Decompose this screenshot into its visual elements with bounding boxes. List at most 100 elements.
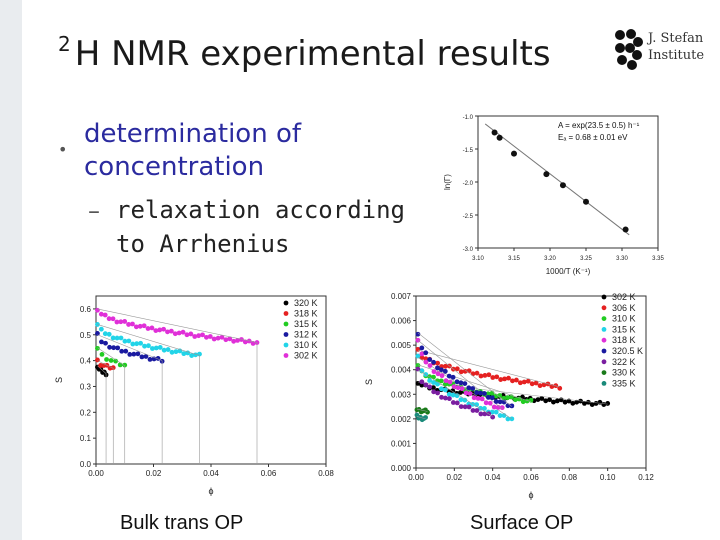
y-tick-label: 0.5	[80, 331, 92, 340]
data-point	[431, 389, 437, 395]
data-point	[188, 331, 194, 337]
data-point	[521, 379, 527, 385]
data-point	[431, 374, 436, 380]
data-point	[454, 400, 460, 406]
data-point	[200, 332, 205, 338]
x-tick-label: 3.20	[544, 256, 556, 262]
data-point	[478, 411, 484, 417]
legend-marker	[601, 381, 607, 386]
data-point	[223, 337, 229, 343]
model-curve	[97, 308, 258, 343]
data-point	[419, 351, 425, 357]
y-tick-label: 0.3	[80, 382, 92, 391]
data-point	[192, 334, 198, 339]
data-point	[493, 409, 499, 415]
data-point	[435, 381, 440, 387]
data-point	[425, 409, 430, 415]
data-point	[478, 373, 484, 379]
x-axis-label: ϕ	[208, 486, 213, 496]
data-point	[123, 348, 129, 354]
data-point	[450, 374, 456, 380]
data-point	[489, 390, 495, 396]
data-point	[118, 319, 124, 325]
arrhenius-chart: 3.10 3.15 3.20 3.25 3.30 3.35 -1.0 -1.5 -2.0 -2.5…	[443, 115, 664, 276]
data-point	[431, 380, 436, 385]
y-tick-label: -2.0	[463, 181, 474, 187]
left-accent-bar	[0, 0, 22, 540]
data-point	[180, 329, 186, 335]
data-point	[520, 399, 526, 405]
data-point	[482, 372, 488, 378]
data-point	[427, 357, 433, 363]
data-point	[427, 384, 433, 390]
data-point	[509, 403, 515, 409]
annotation-prefactor: A = exp(23.5 ± 0.5) h⁻¹	[558, 121, 640, 130]
data-point	[204, 334, 209, 340]
data-point	[459, 386, 465, 392]
x-tick-label: 0.00	[408, 473, 424, 482]
data-point	[491, 129, 498, 136]
data-point	[431, 385, 436, 391]
data-point	[184, 332, 190, 338]
model-curve	[97, 324, 200, 356]
data-point	[462, 368, 468, 374]
data-point	[466, 368, 472, 374]
data-point	[415, 353, 421, 359]
data-point	[106, 316, 112, 322]
data-point	[207, 334, 213, 339]
y-tick-label: 0.002	[391, 415, 412, 424]
data-point	[450, 392, 456, 398]
x-tick-label: 0.06	[261, 469, 277, 478]
fit-line	[484, 123, 630, 236]
data-point	[482, 411, 488, 417]
data-point	[111, 345, 117, 351]
legend-marker	[601, 316, 607, 321]
data-point	[254, 340, 260, 345]
data-point	[423, 350, 429, 356]
x-tick-label: 0.08	[562, 473, 578, 482]
x-tick-label: 0.06	[523, 473, 539, 482]
legend-marker	[283, 342, 289, 348]
data-point	[427, 378, 433, 383]
model-curve	[417, 364, 532, 402]
x-tick-label: 3.30	[616, 256, 628, 262]
data-point	[438, 367, 444, 373]
data-point	[99, 339, 104, 345]
model-curve	[417, 369, 493, 417]
x-tick-label: 0.04	[203, 469, 219, 478]
data-point	[172, 331, 178, 337]
data-point	[605, 401, 611, 406]
y-tick-label: -1.5	[463, 148, 474, 154]
data-point	[528, 397, 534, 403]
data-point	[242, 339, 248, 345]
data-point	[442, 381, 448, 387]
data-point	[490, 375, 496, 380]
data-point	[114, 335, 120, 341]
data-point	[117, 362, 123, 368]
data-point	[145, 326, 151, 331]
caption-bulk: Bulk trans OP	[120, 512, 244, 534]
data-point	[95, 322, 100, 327]
data-point	[419, 368, 425, 374]
data-point	[415, 331, 421, 337]
y-tick-label: 0.007	[391, 292, 412, 301]
data-point	[514, 377, 519, 383]
data-point	[435, 371, 441, 377]
legend-label: 320 K	[294, 298, 318, 308]
data-point	[139, 354, 145, 360]
data-point	[543, 171, 550, 178]
data-point	[506, 375, 511, 381]
data-point	[235, 338, 240, 343]
legend-label: 310 K	[294, 340, 318, 350]
data-point	[107, 344, 112, 350]
data-point	[443, 363, 448, 369]
data-point	[497, 393, 503, 398]
logo-line-1: J. Stefan	[648, 31, 704, 46]
x-axis-label: 1000/T (K⁻¹)	[546, 267, 591, 276]
y-tick-label: 0.0	[80, 460, 92, 469]
data-point	[533, 380, 539, 386]
data-point	[115, 345, 121, 351]
data-point	[589, 402, 595, 407]
data-point	[189, 353, 195, 358]
data-point	[95, 345, 100, 351]
